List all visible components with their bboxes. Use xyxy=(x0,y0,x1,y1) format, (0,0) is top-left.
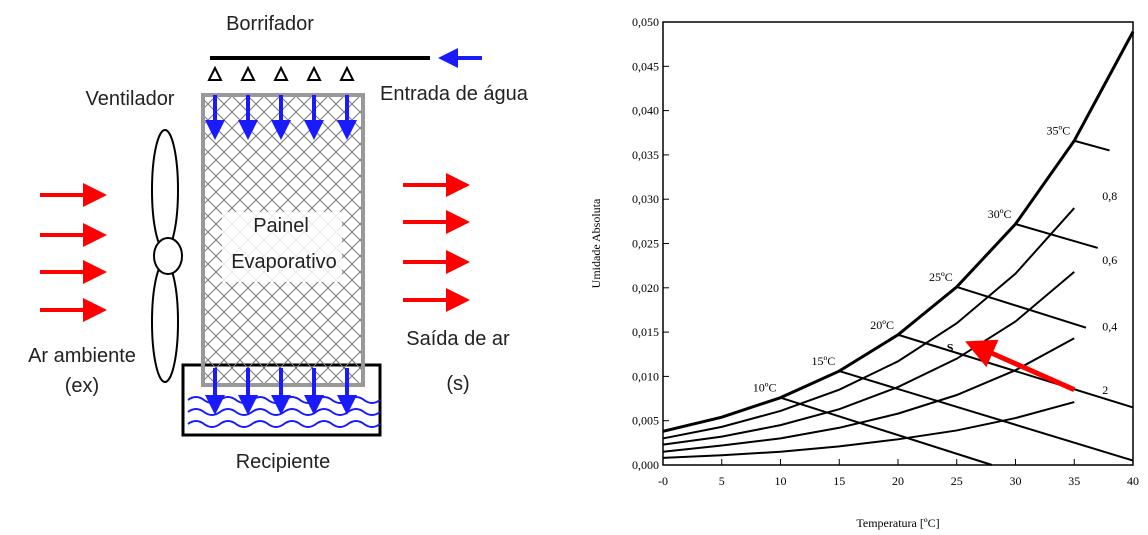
nozzles xyxy=(207,65,355,81)
curve-label: 2 xyxy=(1102,383,1108,397)
y-tick-label: 0,000 xyxy=(632,458,659,472)
curve-label: 0,6 xyxy=(1102,253,1117,267)
y-axis-label: Umidade Absoluta xyxy=(589,198,603,288)
wet-bulb-line xyxy=(1015,223,1099,249)
air-out-label: (s) xyxy=(446,373,469,395)
x-tick-label: 25 xyxy=(951,474,963,488)
air-in-label: Ar ambiente xyxy=(28,345,136,367)
wet-bulb-label: 30ºC xyxy=(988,207,1012,221)
x-tick-label: -0 xyxy=(658,474,668,488)
chart: 0,000 0,005 0,010 0,015 0,020 0,025 0,030 0,035… xyxy=(589,15,1139,530)
x-axis-label: Temperatura [ºC] xyxy=(856,516,939,530)
curve xyxy=(662,207,1075,440)
water-in-label: Entrada de água xyxy=(380,83,529,105)
panel-label: Evaporativo xyxy=(231,251,337,273)
wet-bulb-label: 35ºC xyxy=(1047,124,1071,138)
air-in-label: (ex) xyxy=(65,375,99,397)
wet-bulb-line xyxy=(956,285,1087,329)
wet-bulb-line xyxy=(1073,139,1110,152)
diagram: Borrifador Entrada de água Painel Evapor… xyxy=(28,13,529,473)
y-tick-label: 0,005 xyxy=(632,414,659,428)
wet-bulb-label: 10ºC xyxy=(753,381,777,395)
plot-frame xyxy=(662,21,1134,466)
x-tick-label: 35 xyxy=(1068,474,1080,488)
panel-label: Painel xyxy=(253,215,309,237)
curve xyxy=(662,401,1075,459)
curve-label: 0,4 xyxy=(1102,319,1117,333)
y-tick-label: 0,015 xyxy=(632,325,659,339)
x-tick-label: 20 xyxy=(892,474,904,488)
y-tick-label: 0,030 xyxy=(632,192,659,206)
wet-bulb-line xyxy=(780,396,993,466)
sprayer-label: Borrifador xyxy=(226,13,314,35)
y-tick-label: 0,025 xyxy=(632,237,659,251)
fan xyxy=(151,129,183,383)
y-tick-label: 0,010 xyxy=(632,369,659,383)
y-tick-label: 0,045 xyxy=(632,59,659,73)
wet-bulb-label: 20ºC xyxy=(870,318,894,332)
curve xyxy=(662,271,1075,446)
wet-bulb-line xyxy=(897,333,1134,409)
annotation-arrow xyxy=(965,339,1076,392)
annotation-label: S xyxy=(947,340,954,354)
y-tick-label: 0,035 xyxy=(632,148,659,162)
y-tick-label: 0,020 xyxy=(632,281,659,295)
y-tick-label: 0,040 xyxy=(632,104,659,118)
panel-label-bg xyxy=(222,212,342,282)
x-tick-label: 15 xyxy=(833,474,845,488)
x-tick-label: 30 xyxy=(1010,474,1022,488)
container-label: Recipiente xyxy=(236,451,331,473)
x-tick-label: 40 xyxy=(1127,474,1139,488)
wet-bulb-line xyxy=(838,370,1134,462)
y-tick-label: 0,050 xyxy=(632,15,659,29)
drip-arrows xyxy=(205,95,357,415)
fan-label: Ventilador xyxy=(86,88,175,110)
air-out-label: Saída de ar xyxy=(406,328,510,350)
curve-label: 0,8 xyxy=(1102,189,1117,203)
wet-bulb-label: 25ºC xyxy=(929,270,953,284)
x-tick-label: 10 xyxy=(775,474,787,488)
curve xyxy=(662,337,1075,453)
curve xyxy=(662,31,1135,433)
air-arrows xyxy=(40,173,470,322)
x-tick-label: 5 xyxy=(719,474,725,488)
wet-bulb-label: 15ºC xyxy=(812,354,836,368)
